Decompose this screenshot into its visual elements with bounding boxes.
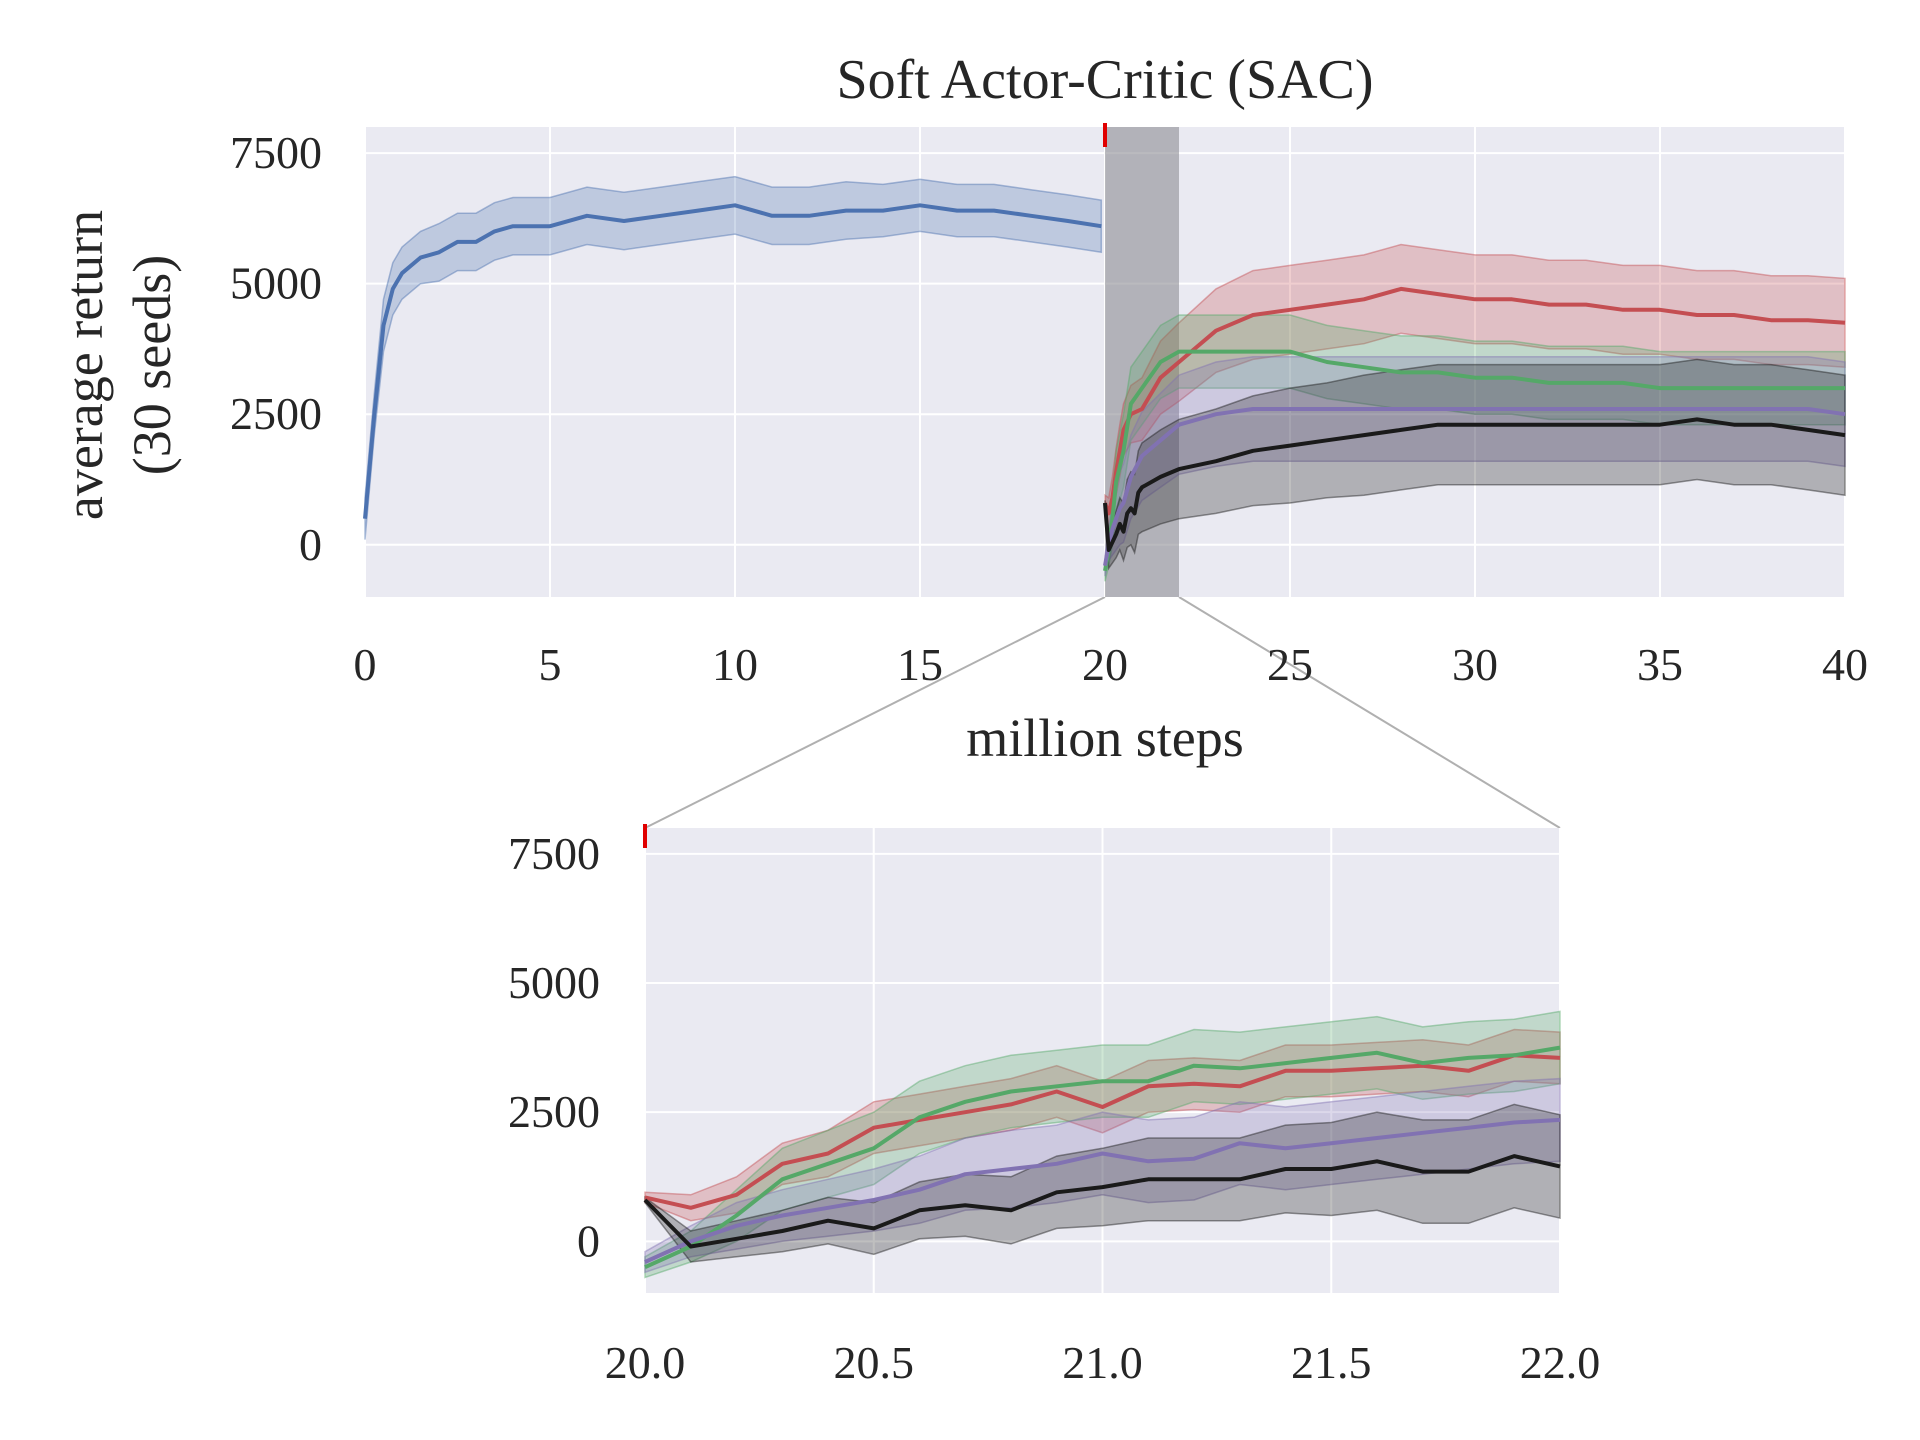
main-series-4-band	[1104, 358, 1846, 571]
main-series-3-line	[1103, 407, 1846, 567]
inset-x-tick-label-4: 22.0	[1520, 1337, 1601, 1388]
main-x-tick-label-3: 15	[897, 639, 943, 690]
y-axis-label-line-1: average return	[54, 210, 114, 520]
inset-series-0-line	[644, 1053, 1561, 1210]
main-x-ticks: 0 5 10 15 20 25 30 35 40	[354, 639, 1869, 690]
main-y-tick-label-3: 7500	[230, 127, 322, 178]
main-x-tick-label-8: 40	[1822, 639, 1868, 690]
main-bands	[364, 175, 1846, 582]
main-y-ticks: 0 2500 5000 7500	[230, 127, 322, 570]
inset-y-tick-label-0: 0	[577, 1215, 600, 1266]
inset-series-0-band	[644, 1028, 1561, 1222]
main-x-tick-label-1: 5	[539, 639, 562, 690]
main-x-tick-label-0: 0	[354, 639, 377, 690]
chart-title: Soft Actor-Critic (SAC)	[836, 49, 1373, 111]
inset-series-3-line	[643, 1154, 1561, 1249]
main-x-tick-label-4: 20	[1082, 639, 1128, 690]
zoom-connectors	[644, 596, 1561, 829]
main-series-4-line	[1103, 417, 1846, 552]
zoom-connector-left	[644, 596, 1106, 829]
inset-lines	[643, 1045, 1561, 1270]
inset-grid	[644, 828, 1561, 1293]
main-series-1-line	[1103, 286, 1846, 516]
inset-x-tick-label-2: 21.0	[1062, 1337, 1143, 1388]
main-y-tick-label-2: 5000	[230, 258, 322, 309]
main-series-2-line	[1103, 349, 1845, 572]
main-x-tick-label-6: 30	[1452, 639, 1498, 690]
main-x-tick-label-2: 10	[712, 639, 758, 690]
main-series-3-band	[1104, 356, 1846, 577]
inset-series-1-band	[644, 1010, 1561, 1279]
inset-x-tick-label-1: 20.5	[834, 1337, 915, 1388]
inset-y-tick-label-1: 2500	[508, 1086, 600, 1137]
main-y-tick-label-0: 0	[299, 519, 322, 570]
inset-y-tick-label-3: 7500	[508, 828, 600, 879]
y-axis-label-line-2: (30 seeds)	[122, 255, 182, 475]
inset-series-1-line	[644, 1045, 1561, 1270]
main-x-tick-label-7: 35	[1637, 639, 1683, 690]
inset-chart: 0 2500 5000 7500 20.0 20.5 21.0 21.5 22.0	[508, 824, 1600, 1388]
zoom-connector-right	[1178, 596, 1561, 829]
main-series-2-band	[1104, 314, 1846, 582]
inset-series-2-band	[644, 1077, 1561, 1274]
main-series-0-line	[363, 203, 1102, 519]
main-series-0-band	[364, 175, 1103, 540]
inset-x-tick-label-0: 20.0	[605, 1337, 686, 1388]
main-series-1-band	[1104, 243, 1846, 532]
inset-x-ticks: 20.0 20.5 21.0 21.5 22.0	[605, 1337, 1601, 1388]
main-x-tick-label-5: 25	[1267, 639, 1313, 690]
inset-y-tick-label-2: 5000	[508, 957, 600, 1008]
main-lines	[363, 203, 1846, 572]
inset-x-tick-label-3: 21.5	[1291, 1337, 1372, 1388]
y-axis-label: average return (30 seeds)	[54, 210, 182, 520]
inset-series-2-line	[644, 1117, 1561, 1264]
inset-y-ticks: 0 2500 5000 7500	[508, 828, 600, 1267]
x-axis-label: million steps	[966, 708, 1244, 768]
main-chart: 0 2500 5000 7500 0 5 10 15 20 25 30 35 40 Soft Acto…	[54, 49, 1868, 768]
main-y-tick-label-1: 2500	[230, 388, 322, 439]
